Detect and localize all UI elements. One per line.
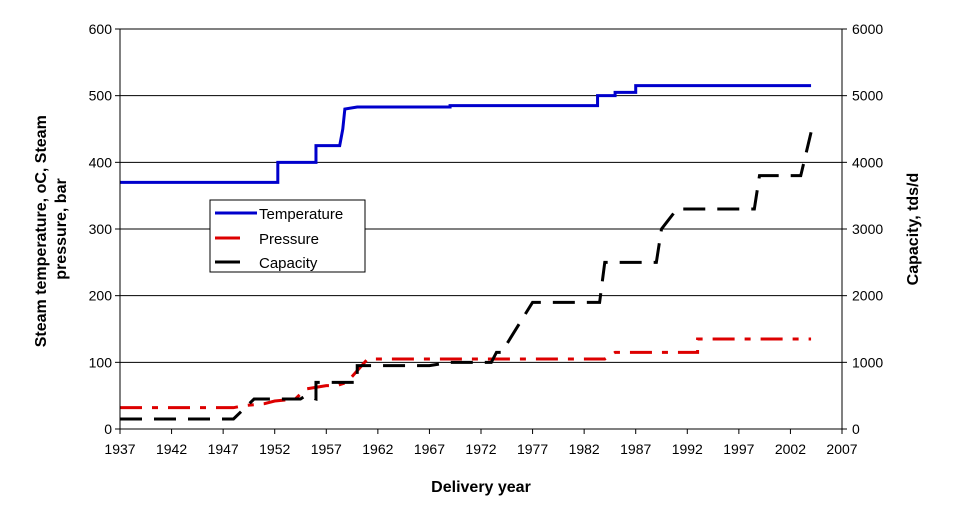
y2-tick-label: 2000 <box>852 288 883 304</box>
series-line-temperature <box>120 84 812 184</box>
x-tick-label: 1987 <box>620 441 651 457</box>
x-tick-label: 1957 <box>311 441 342 457</box>
y2-tick-label: 3000 <box>852 221 883 237</box>
x-tick-label: 1937 <box>104 441 135 457</box>
x-tick-label: 1952 <box>259 441 290 457</box>
y-tick-label: 500 <box>89 88 113 104</box>
legend-label-capacity: Capacity <box>259 255 318 272</box>
x-tick-label: 1962 <box>362 441 393 457</box>
y-tick-label: 600 <box>89 21 113 37</box>
y2-tick-label: 4000 <box>852 154 883 170</box>
x-tick-label: 1942 <box>156 441 187 457</box>
x-tick-label: 1977 <box>517 441 548 457</box>
y2-tick-label: 5000 <box>852 88 883 104</box>
x-tick-label: 1947 <box>208 441 239 457</box>
y-tick-label: 300 <box>89 221 113 237</box>
y-tick-label: 100 <box>89 354 113 370</box>
x-tick-label: 2002 <box>775 441 806 457</box>
y2-tick-label: 6000 <box>852 21 883 37</box>
y-axis-label-line-1: Steam temperature, oC, Steam <box>33 115 50 347</box>
y-tick-label: 200 <box>89 288 113 304</box>
x-axis-label: Delivery year <box>431 479 531 496</box>
y2-tick-label: 1000 <box>852 354 883 370</box>
legend: Temperature Pressure Capacity <box>209 199 366 273</box>
series-line-pressure <box>120 337 812 410</box>
x-tick-label: 1997 <box>723 441 754 457</box>
legend-label-pressure: Pressure <box>259 231 319 248</box>
y-axis-label: Steam temperature, oC, Steam pressure, b… <box>33 111 70 348</box>
x-tick-label: 1992 <box>672 441 703 457</box>
x-tick-label: 2007 <box>826 441 857 457</box>
y2-tick-label: 0 <box>852 421 860 437</box>
y-tick-label: 0 <box>104 421 112 437</box>
y-tick-label: 400 <box>89 154 113 170</box>
plot-frame <box>119 28 843 430</box>
x-tick-label: 1967 <box>414 441 445 457</box>
x-tick-label: 1972 <box>465 441 496 457</box>
y-axis-label-line-2: pressure, bar <box>53 178 70 279</box>
legend-label-temperature: Temperature <box>259 206 343 223</box>
series-line-capacity <box>120 131 813 421</box>
x-tick-label: 1982 <box>569 441 600 457</box>
y2-axis-label: Capacity, tds/d <box>905 173 922 286</box>
